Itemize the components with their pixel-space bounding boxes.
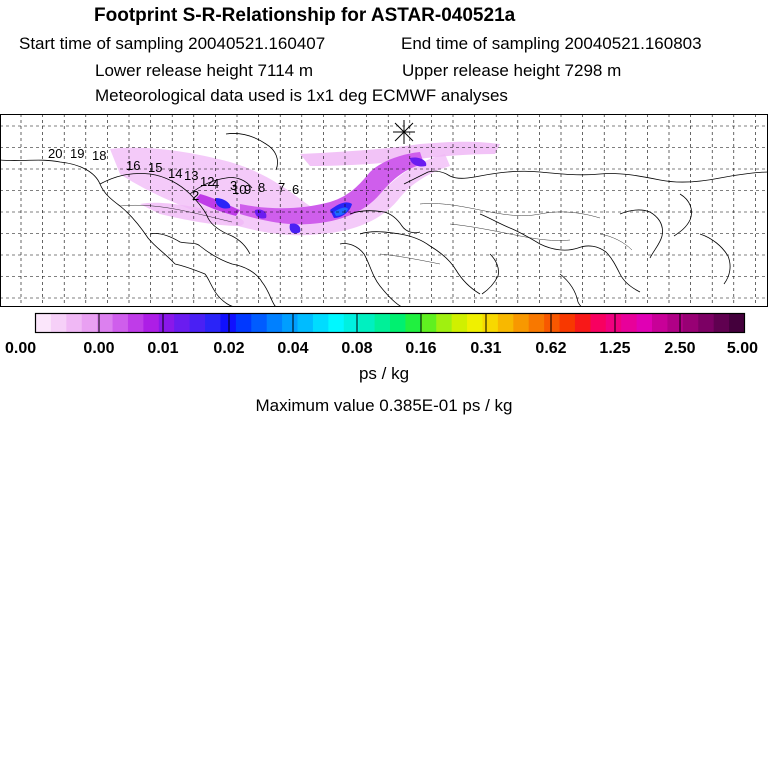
colorbar-tick-label: 0.62 — [535, 340, 566, 357]
colorbar-cell — [328, 313, 345, 333]
colorbar-cell — [467, 313, 483, 333]
colorbar-cell — [297, 313, 314, 333]
colorbar-tick-label: 0.00 — [83, 340, 114, 357]
colorbar-cell — [667, 313, 684, 333]
colorbar-cell — [420, 313, 437, 333]
trajectory-label: 12 — [200, 174, 214, 189]
trajectory-label: 13 — [184, 168, 198, 183]
colorbar-cell — [713, 313, 730, 333]
colorbar-cell — [343, 313, 360, 333]
colorbar-tick-label: 0.02 — [213, 340, 244, 357]
colorbar-units: ps / kg — [358, 364, 410, 383]
colorbar-tick-label: 0.08 — [341, 340, 372, 357]
colorbar-tick-labels: 0.00 0.00 0.01 0.02 0.04 0.08 0.16 0.31 0.62 1.25… — [5, 340, 758, 357]
colorbar-cell — [729, 313, 745, 333]
start-time-label: Start time of sampling 20040521.160407 — [19, 34, 326, 53]
colorbar-cell — [698, 313, 715, 333]
lower-height-label: Lower release height 7114 m — [95, 61, 313, 80]
trajectory-label: 10 — [232, 182, 246, 197]
colorbar-cell — [143, 313, 160, 333]
colorbar-tick-label: 0.16 — [405, 340, 436, 357]
colorbar-cell — [359, 313, 376, 333]
trajectory-label: 3 — [230, 178, 237, 193]
colorbar-cell — [436, 313, 453, 333]
colorbar-cell — [112, 313, 129, 333]
colorbar-cell — [405, 313, 422, 333]
colorbar-cell — [189, 313, 206, 333]
colorbar-cell — [312, 313, 329, 333]
colorbar-cell — [251, 313, 268, 333]
colorbar-cell — [220, 313, 237, 333]
maximum-value-label: Maximum value 0.385E-01 ps / kg — [255, 396, 513, 415]
colorbar-cell — [482, 313, 499, 333]
colorbar-cell — [266, 313, 283, 333]
meteo-data-label: Meteorological data used is 1x1 deg ECMW… — [95, 86, 508, 105]
colorbar-tick-label: 0.31 — [470, 340, 501, 357]
trajectory-label: 18 — [92, 148, 106, 163]
colorbar-cell — [652, 313, 668, 333]
trajectory-label: 14 — [168, 166, 182, 181]
trajectory-label: 6 — [292, 182, 299, 197]
colorbar-cell — [590, 313, 607, 333]
colorbar-cell — [174, 313, 191, 333]
colorbar-tick-label: 0.00 — [5, 340, 36, 357]
colorbar-cell — [235, 313, 252, 333]
colorbar-cell — [158, 313, 175, 333]
trajectory-label: 16 — [126, 158, 140, 173]
colorbar-cell — [559, 313, 576, 333]
colorbar-tick-label: 0.04 — [277, 340, 308, 357]
trajectory-label: 8 — [258, 180, 265, 195]
trajectory-label: 20 — [48, 146, 62, 161]
colorbar-cell — [97, 313, 114, 333]
colorbar-cell — [205, 313, 221, 333]
colorbar-cell — [390, 313, 406, 333]
colorbar-cell — [35, 313, 52, 333]
colorbar-cell — [513, 313, 530, 333]
trajectory-label: 2 — [192, 188, 199, 203]
colorbar-cell — [528, 313, 545, 333]
plot-title: Footprint S-R-Relationship for ASTAR-040… — [94, 5, 516, 26]
trajectory-label: 19 — [70, 146, 84, 161]
colorbar-tick-label: 5.00 — [727, 340, 758, 357]
colorbar-cell — [621, 313, 638, 333]
colorbar-cell — [374, 313, 391, 333]
colorbar-cell — [50, 313, 67, 333]
trajectory-label: 7 — [278, 180, 285, 195]
footprint-plume — [110, 141, 500, 236]
colorbar-cell — [66, 313, 83, 333]
colorbar-cell — [282, 313, 299, 333]
trajectory-label: 9 — [244, 182, 251, 197]
colorbar-tick-label: 0.01 — [147, 340, 178, 357]
trajectory-label: 4 — [212, 176, 219, 191]
colorbar-tick-label: 1.25 — [599, 340, 630, 357]
colorbar-cell — [605, 313, 622, 333]
colorbar-cells — [35, 313, 745, 333]
colorbar-cell — [636, 313, 653, 333]
colorbar-cell — [451, 313, 468, 333]
colorbar-tick-marks — [98, 313, 681, 333]
colorbar-cell — [544, 313, 561, 333]
colorbar-cell — [574, 313, 591, 333]
colorbar-cell — [497, 313, 514, 333]
end-time-label: End time of sampling 20040521.160803 — [401, 34, 702, 53]
upper-height-label: Upper release height 7298 m — [402, 61, 622, 80]
colorbar: 0.00 0.00 0.01 0.02 0.04 0.08 0.16 0.31 0.62 1.25… — [5, 312, 758, 357]
lat-lon-grid — [0, 114, 768, 307]
colorbar-frame — [34, 312, 746, 334]
receptor-marker — [393, 120, 415, 144]
coastlines — [0, 133, 768, 307]
colorbar-tick-label: 2.50 — [664, 340, 695, 357]
colorbar-cell — [682, 313, 699, 333]
colorbar-cell — [81, 313, 98, 333]
colorbar-cell — [127, 313, 144, 333]
trajectory-label: 15 — [148, 160, 162, 175]
